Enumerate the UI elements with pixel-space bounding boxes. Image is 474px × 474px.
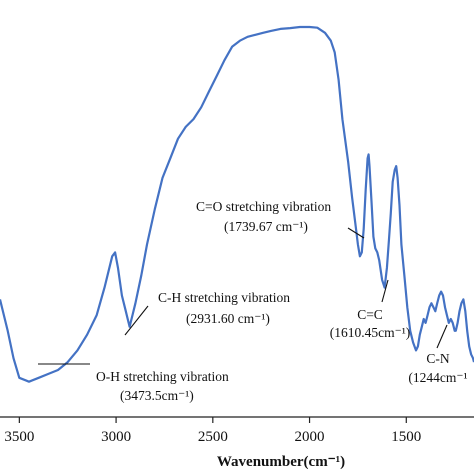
annotation-title: C-H stretching vibration [158,290,290,305]
x-tick-label: 1500 [391,429,421,445]
axes: 3500 3000 2500 2000 1500 [0,416,474,445]
x-tick-label: 3500 [4,429,34,445]
annotation-value: (3473.5cm⁻¹) [120,388,194,403]
x-axis-label: Wavenumber(cm⁻¹) [217,454,345,470]
annotation-value: (1244cm⁻¹ [408,370,467,385]
annotation-value: (2931.60 cm⁻¹) [186,311,270,326]
annotation-title: C=C [357,307,383,322]
annotation-leader [347,227,365,239]
x-tick-label: 2500 [198,429,228,445]
annotation-leader [124,305,149,336]
annotation-title: C-N [426,351,450,366]
annotation-leader [436,324,448,349]
spectrum-line [0,25,474,383]
x-tick-label: 2000 [295,429,325,445]
annotation-value: (1739.67 cm⁻¹) [224,219,308,234]
x-tick-label: 3000 [101,429,131,445]
annotation-title: O-H stretching vibration [96,369,229,384]
annotation-title: C=O stretching vibration [196,199,331,214]
annotation-leader [381,279,389,303]
annotations-group: O-H stretching vibration (3473.5cm⁻¹) C-H … [38,199,468,403]
series-group [0,25,474,383]
annotation-value: (1610.45cm⁻¹) [330,325,411,340]
